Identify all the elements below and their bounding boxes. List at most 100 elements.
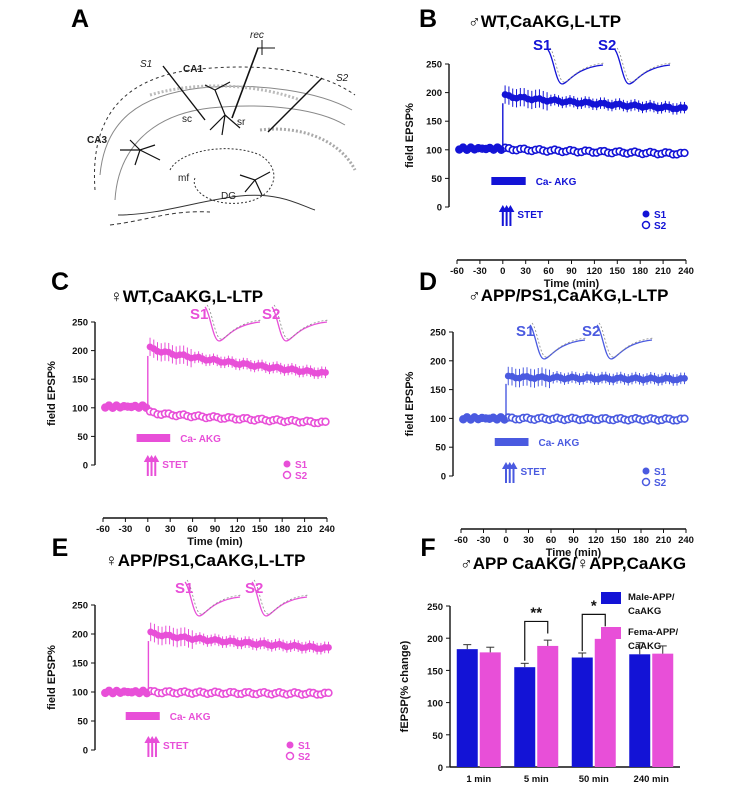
inset-trace xyxy=(271,306,328,342)
inset-s2-label: S2 xyxy=(245,580,263,597)
panel-c-label: C xyxy=(51,268,69,296)
y-axis-label: field EPSP% xyxy=(404,103,416,168)
y-axis-label: field EPSP% xyxy=(46,361,58,426)
inset-s2-label: S2 xyxy=(598,37,616,54)
stet-arrowhead xyxy=(151,455,160,462)
inset-s1-label: S1 xyxy=(516,323,534,340)
panel-b-title: ♂WT,CaAKG,L-LTP xyxy=(468,12,621,31)
label-s1: S1 xyxy=(140,59,152,70)
s1-point xyxy=(142,403,150,411)
legend-s2-marker xyxy=(282,470,292,480)
legend-s2-marker xyxy=(641,477,651,487)
y-tick-label: 50 xyxy=(77,432,88,443)
legend-swatch xyxy=(601,592,621,604)
x-tick-label: 30 xyxy=(523,535,534,546)
legend-label-line2: CaAKG xyxy=(628,606,661,617)
bar xyxy=(571,657,593,767)
x-tick-label: 240 xyxy=(319,524,335,535)
inset-trace-baseline xyxy=(253,579,310,615)
inset-trace xyxy=(204,306,261,342)
y-tick-label: 250 xyxy=(426,60,442,71)
s1-point xyxy=(681,374,688,382)
panel-f-plot: 0 50 100 150 200 250 fEPSP(% change) 1 min 5 min… xyxy=(399,592,680,785)
bar xyxy=(479,652,501,767)
x-tick-label: 0 xyxy=(500,266,505,277)
significance-label: * xyxy=(591,597,597,614)
category-label: 5 min xyxy=(524,774,549,785)
label-rec: rec xyxy=(250,30,264,41)
inset-trace-baseline xyxy=(598,322,655,358)
inset-trace-baseline xyxy=(531,322,588,358)
inset-s2-label: S2 xyxy=(582,323,600,340)
x-tick-label: -30 xyxy=(477,535,491,546)
bar xyxy=(456,649,478,767)
y-tick-label: 100 xyxy=(430,414,446,425)
s2-point xyxy=(680,414,689,423)
legend-s1-marker xyxy=(642,467,650,475)
drug-bar xyxy=(125,712,160,720)
inset-trace xyxy=(184,581,241,617)
inset-trace-baseline xyxy=(186,579,243,615)
y-tick-label: 50 xyxy=(77,717,88,728)
stet-label: STET xyxy=(517,210,543,221)
y-tick-label: 200 xyxy=(430,356,446,367)
x-tick-label: 90 xyxy=(568,535,579,546)
x-tick-label: 0 xyxy=(503,535,508,546)
s1-point xyxy=(143,689,151,697)
bar xyxy=(629,654,651,767)
legend-s2-label: S2 xyxy=(295,471,308,482)
label-s2: S2 xyxy=(336,73,349,84)
drug-label: Ca- AKG xyxy=(180,434,221,445)
panel-d-title: ♂APP/PS1,CaAKG,L-LTP xyxy=(468,286,668,305)
legend-s1-marker xyxy=(283,460,291,468)
legend-s1-label: S1 xyxy=(295,460,308,471)
inset-trace xyxy=(529,324,586,360)
drug-bar xyxy=(491,177,526,185)
y-tick-label: 200 xyxy=(72,630,88,641)
panel-b-plot: 0 50 100 150 200 250 -60 -30 0 30 60 90 120 150 180 210… xyxy=(404,37,694,290)
y-tick-label: 50 xyxy=(432,731,443,742)
y-axis-label: field EPSP% xyxy=(46,645,58,710)
legend-s1-label: S1 xyxy=(654,210,667,221)
legend-s1-label: S1 xyxy=(298,741,311,752)
inset-s1-label: S1 xyxy=(533,37,551,54)
y-tick-label: 50 xyxy=(431,174,442,185)
bar xyxy=(514,667,536,767)
inset-trace-baseline xyxy=(273,304,330,340)
stet-label: STET xyxy=(162,460,188,471)
y-tick-label: 100 xyxy=(72,403,88,414)
drug-bar xyxy=(136,434,171,442)
panel-e-title: ♀APP/PS1,CaAKG,L-LTP xyxy=(105,551,305,570)
s1-point xyxy=(322,369,329,376)
y-axis-label: fEPSP(% change) xyxy=(399,640,411,732)
label-ca1: CA1 xyxy=(183,64,203,75)
x-tick-label: 30 xyxy=(520,266,531,277)
bar xyxy=(594,638,616,767)
bar xyxy=(652,653,674,767)
legend-label-line1: Fema-APP/ xyxy=(628,627,679,638)
x-tick-label: 120 xyxy=(586,266,602,277)
legend-swatch xyxy=(601,627,621,639)
inset-trace xyxy=(547,49,604,85)
legend-s2-label: S2 xyxy=(654,221,667,232)
label-ca3: CA3 xyxy=(87,135,107,146)
inset-trace xyxy=(251,581,308,617)
x-tick-label: 150 xyxy=(609,266,625,277)
x-tick-label: 210 xyxy=(656,535,672,546)
inset-trace-baseline xyxy=(206,304,263,340)
x-tick-label: 150 xyxy=(252,524,268,535)
x-tick-label: 240 xyxy=(678,535,694,546)
x-tick-label: 90 xyxy=(566,266,577,277)
stet-arrowhead xyxy=(151,736,160,743)
bar xyxy=(537,645,559,767)
y-tick-label: 150 xyxy=(72,375,88,386)
y-tick-label: 100 xyxy=(72,688,88,699)
x-tick-label: 90 xyxy=(210,524,221,535)
category-label: 240 min xyxy=(634,774,670,785)
x-tick-label: 150 xyxy=(611,535,627,546)
category-label: 1 min xyxy=(466,774,491,785)
x-axis-label: Time (min) xyxy=(546,547,602,559)
s1-point xyxy=(497,145,505,153)
